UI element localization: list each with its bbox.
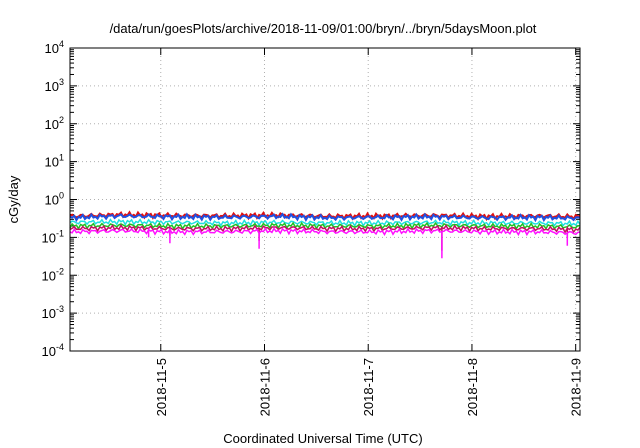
- x-tick-label: 2018-11-6: [257, 358, 272, 416]
- y-tick-label: 100: [45, 191, 64, 208]
- x-axis-ticks: 2018-11-5 2018-11-6 2018-11-7 2018-11-8 2018…: [154, 48, 584, 416]
- x-axis-label: Coordinated Universal Time (UTC): [223, 431, 422, 446]
- y-tick-label: 101: [45, 153, 64, 170]
- y-axis-ticks: 10-4 10-3 10-2 10-1 100 101 102 103 104: [42, 39, 580, 359]
- y-axis-label: cGy/day: [6, 175, 21, 223]
- series-line-6: [69, 226, 581, 259]
- series-line-5: [69, 223, 581, 251]
- y-tick-label: 10-4: [42, 342, 64, 359]
- y-tick-label: 104: [45, 39, 64, 56]
- y-tick-label: 102: [45, 115, 64, 132]
- x-tick-label: 2018-11-7: [361, 358, 376, 416]
- y-tick-label: 10-2: [42, 266, 64, 283]
- y-tick-label: 10-3: [42, 304, 64, 321]
- x-tick-label: 2018-11-5: [154, 358, 169, 416]
- y-tick-label: 103: [45, 77, 64, 94]
- plot-frame: [69, 47, 581, 352]
- chart-title: /data/run/goesPlots/archive/2018-11-09/0…: [110, 21, 537, 36]
- series-line-2: [69, 212, 581, 223]
- series-line-3: [69, 218, 581, 228]
- x-tick-label: 2018-11-8: [465, 358, 480, 416]
- grid: [70, 48, 580, 351]
- series-group: [69, 210, 581, 259]
- x-tick-label: 2018-11-9: [569, 358, 584, 416]
- y-tick-label: 10-1: [42, 228, 64, 245]
